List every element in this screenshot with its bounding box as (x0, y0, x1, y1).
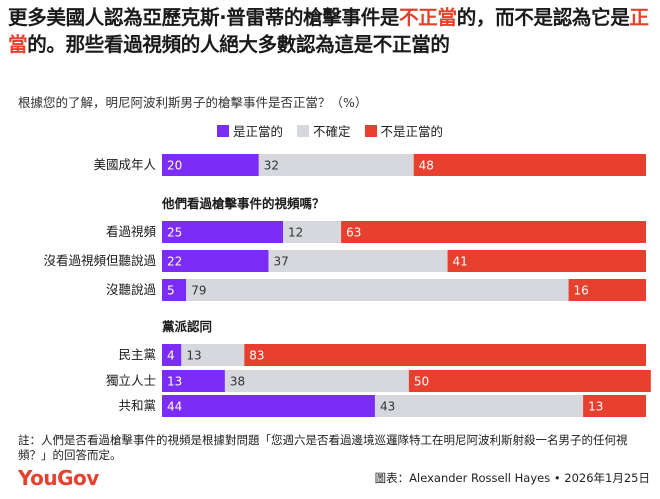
legend-swatch-unsure (297, 124, 310, 137)
data-label: 38 (230, 375, 245, 389)
title-part-3: 的。那些看過視頻的人絕大多數認為這是不正當的 (27, 33, 450, 56)
title-part-2: 的，而不是認為它是 (456, 6, 630, 29)
yougov-logo: YouGov (18, 466, 99, 490)
category-label: 共和黨 (118, 398, 156, 413)
data-label: 50 (414, 375, 429, 389)
bar-segment (162, 344, 182, 366)
category-label: 美國成年人 (93, 157, 156, 172)
bar-segment (583, 395, 646, 417)
bar-segment (162, 221, 283, 243)
data-label: 20 (167, 159, 182, 173)
bar-segment (244, 344, 646, 366)
bar-segment (408, 370, 651, 392)
legend-item-unjustified: 不是正當的 (364, 121, 444, 140)
legend-swatch-unjustified (364, 124, 377, 137)
chart-subtitle: 根據您的了解，明尼阿波利斯男子的槍擊事件是否正當？（%） (18, 95, 368, 110)
data-label: 32 (264, 159, 279, 173)
data-label: 22 (167, 255, 182, 269)
bar-segment (186, 279, 569, 301)
bar-segment (258, 154, 414, 176)
data-label: 63 (346, 226, 361, 240)
data-label: 43 (380, 400, 395, 414)
legend: 是正當的 不確定 不是正當的 (217, 121, 457, 140)
data-label: 79 (191, 284, 206, 298)
data-label: 48 (419, 159, 434, 173)
category-label: 看過視頻 (106, 224, 157, 239)
bar-segment (162, 370, 225, 392)
legend-swatch-justified (217, 124, 229, 137)
data-label: 44 (167, 400, 182, 414)
bar-segment (283, 221, 342, 243)
bar-segment (447, 250, 646, 272)
chart-title: 更多美國人認為亞歷克斯·普雷蒂的槍擊事件是不正當的，而不是認為它是正當的。那些看… (8, 4, 656, 58)
bar-segment (413, 154, 646, 176)
data-label: 41 (453, 255, 468, 269)
category-label: 民主黨 (118, 347, 156, 362)
title-part-1: 更多美國人認為亞歷克斯·普雷蒂的槍擊事件是 (8, 6, 400, 29)
data-label: 16 (574, 284, 589, 298)
footnote: 註：人們是否看過槍擊事件的視頻是根據對問題「您週六是否看過邊境巡邏隊特工在明尼阿… (18, 433, 628, 462)
category-label: 沒聽說過 (106, 282, 157, 297)
data-label: 13 (167, 375, 182, 389)
bar-segment (268, 250, 448, 272)
legend-label-unjustified: 不是正當的 (380, 124, 444, 139)
data-label: 13 (588, 400, 603, 414)
category-label: 獨立人士 (106, 373, 156, 388)
category-label: 沒看過視頻但聽說過 (43, 253, 156, 268)
bar-segment (162, 279, 187, 301)
bar-segment (162, 395, 375, 417)
data-label: 37 (273, 255, 288, 269)
data-label: 83 (249, 349, 264, 363)
chart-credit: 圖表：Alexander Rossell Hayes • 2026年1月25日 (374, 471, 650, 485)
bar-segment (162, 154, 259, 176)
bar-segment (181, 344, 245, 366)
group-heading: 他們看過槍擊事件的視頻嗎？ (161, 196, 325, 211)
stacked-bar-chart: 美國成年人 20 32 48 他們看過槍擊事件的視頻嗎？ 看過視頻 25 12 63 沒看過視頻但… (43, 154, 651, 417)
group-heading: 黨派認同 (162, 319, 212, 334)
bar-segment (224, 370, 409, 392)
bar-segment (341, 221, 646, 243)
legend-label-unsure: 不確定 (313, 124, 351, 139)
legend-label-justified: 是正當的 (233, 124, 284, 139)
data-label: 25 (167, 226, 182, 240)
data-label: 5 (167, 284, 175, 298)
data-label: 4 (167, 349, 175, 363)
bar-segment (374, 395, 584, 417)
bar-segment (162, 250, 269, 272)
legend-item-unsure: 不確定 (297, 121, 351, 140)
data-label: 12 (288, 226, 303, 240)
bar-segment (568, 279, 646, 301)
data-label: 13 (186, 349, 201, 363)
title-highlight-justified: 正當 (8, 6, 649, 56)
title-highlight-unjustified: 不正當 (399, 6, 457, 29)
legend-item-justified: 是正當的 (217, 121, 283, 140)
